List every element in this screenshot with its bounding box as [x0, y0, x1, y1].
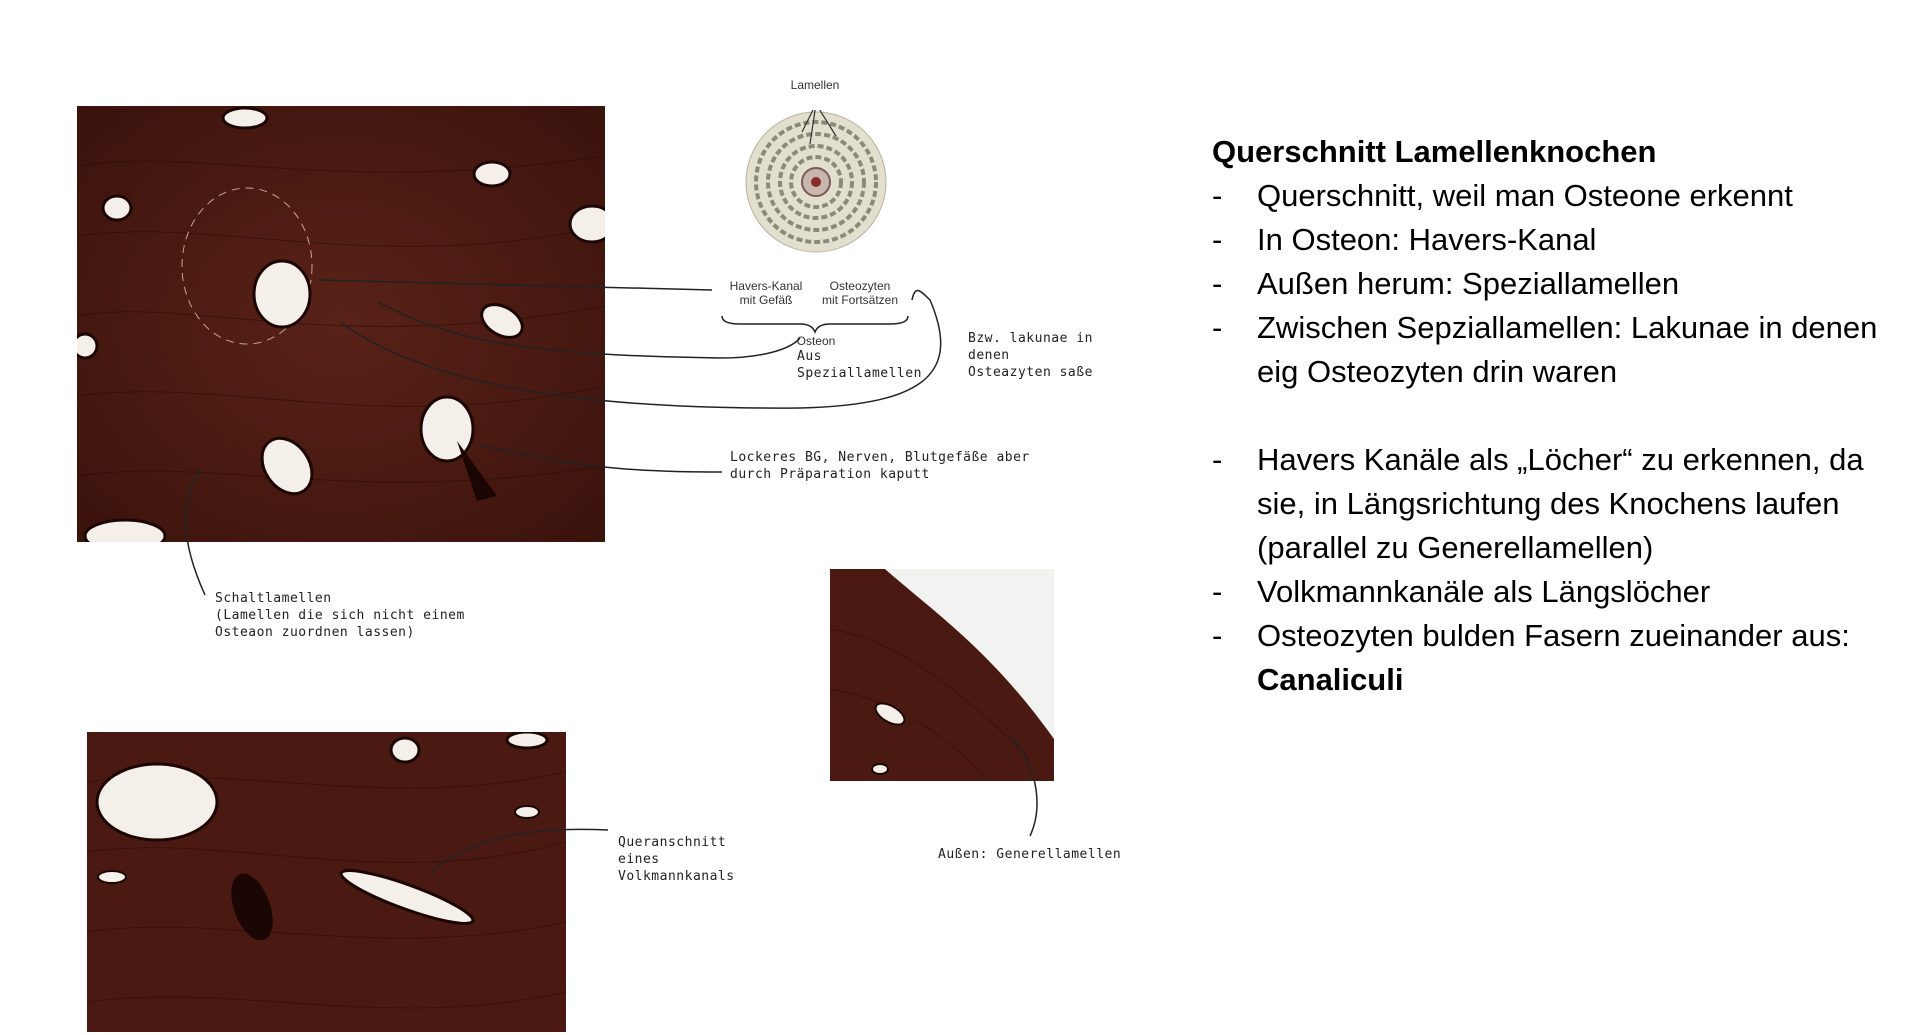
bullet-item: - Zwischen Sepziallamellen: Lakunae in de…	[1212, 310, 1878, 389]
micrograph-volkmann-canal	[87, 732, 566, 1032]
micrograph-osteon-cross-section	[77, 106, 605, 542]
leader-lakunae	[339, 289, 942, 409]
bullet-item: - Volkmannkanäle als Längslöcher	[1212, 574, 1711, 609]
bullet-item: - In Osteon: Havers-Kanal	[1212, 222, 1597, 257]
note-generellamellen: Außen: Generellamellen	[938, 847, 1122, 862]
osteozyten-label: Osteozyten mit Fortsätzen	[821, 279, 899, 307]
bullet-item: - Osteozyten bulden Fasern zueinander aus…	[1212, 618, 1850, 697]
leader-generellamellen	[1011, 737, 1038, 837]
leader-havers	[317, 279, 713, 291]
leader-osteon	[377, 301, 801, 359]
note-lakunae: Bzw. lakunae in denen Osteazyten saße	[968, 331, 1093, 380]
note-lockeres-bg: Lockeres BG, Nerven, Blutgefäße aber dur…	[730, 450, 1030, 482]
note-schaltlamellen: Schaltlamellen (Lamellen die sich nicht …	[215, 591, 465, 640]
leader-schaltlamellen	[184, 469, 206, 596]
note-aus-speziallamellen: Aus Speziallamellen	[797, 349, 922, 381]
osteon-label: Osteon	[796, 334, 836, 348]
osteon-diagram	[740, 103, 900, 260]
lamellen-label: Lamellen	[790, 78, 840, 92]
leader-lockeres-bg	[479, 445, 723, 473]
osteon-brace	[721, 315, 909, 335]
leader-volkmann	[429, 828, 609, 873]
bullet-item: - Außen herum: Speziallamellen	[1212, 266, 1680, 301]
bullet-item: - Havers Kanäle als „Löcher“ zu erkennen,…	[1212, 442, 1864, 565]
micrograph-bone-edge	[830, 569, 1054, 781]
notes-title: Querschnitt Lamellenknochen	[1212, 134, 1657, 169]
notes-text: Querschnitt Lamellenknochen - Querschnitt…	[1212, 130, 1902, 702]
bullet-item: - Querschnitt, weil man Osteone erkennt	[1212, 178, 1793, 213]
havers-kanal-label: Havers-Kanal mit Gefäß	[729, 279, 803, 307]
canaliculi-term: Canaliculi	[1257, 662, 1404, 697]
note-volkmann-quer: Queranschnitt eines Volkmannkanals	[618, 835, 735, 884]
